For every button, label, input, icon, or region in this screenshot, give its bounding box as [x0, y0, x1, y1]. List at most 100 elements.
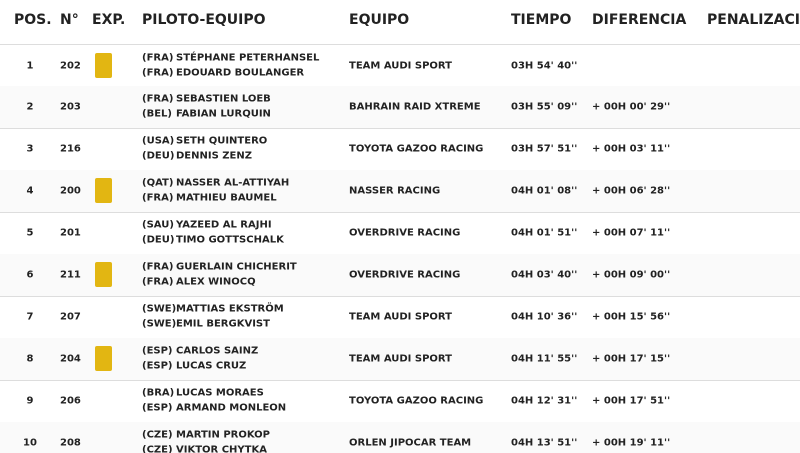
position: 1 — [26, 60, 34, 72]
driver-country: (FRA) — [142, 52, 174, 64]
position: 5 — [26, 227, 34, 239]
position: 6 — [26, 269, 34, 281]
driver-country: (ESP) — [142, 360, 173, 372]
header-diff: DIFERENCIA — [592, 12, 687, 28]
difference: + 00H 17' 51'' — [592, 395, 671, 407]
car-number: 206 — [60, 395, 81, 407]
driver-country: (ESP) — [142, 345, 173, 357]
difference: + 00H 09' 00'' — [592, 269, 671, 281]
driver-name: GUERLAIN CHICHERIT — [176, 261, 297, 273]
driver-name: LUCAS CRUZ — [176, 360, 247, 372]
driver-country: (FRA) — [142, 192, 174, 204]
result-row: 2 203 (FRA) SEBASTIEN LOEB (BEL) FABIAN LURQU… — [0, 86, 800, 129]
driver-name: VIKTOR CHYTKA — [176, 444, 267, 453]
car-number: 200 — [60, 185, 81, 197]
difference: + 00H 00' 29'' — [592, 101, 671, 113]
team: NASSER RACING — [349, 185, 441, 197]
team: TEAM AUDI SPORT — [349, 353, 452, 365]
header-pos: POS. — [14, 12, 52, 28]
driver-name: STÉPHANE PETERHANSEL — [176, 52, 320, 64]
driver-country: (FRA) — [142, 67, 174, 79]
header-exp: EXP. — [92, 12, 126, 28]
time: 03H 57' 51'' — [511, 143, 578, 155]
position: 9 — [26, 395, 34, 407]
driver-country: (USA) — [142, 135, 175, 147]
header-driver: PILOTO-EQUIPO — [142, 12, 266, 28]
driver-country: (FRA) — [142, 93, 174, 105]
driver-country: (SAU) — [142, 219, 174, 231]
car-number: 207 — [60, 311, 81, 323]
team: OVERDRIVE RACING — [349, 269, 461, 281]
team: TEAM AUDI SPORT — [349, 311, 452, 323]
car-number: 203 — [60, 101, 81, 113]
driver-name: DENNIS ZENZ — [176, 150, 252, 162]
header-penalty: PENALIZACIÓN — [707, 12, 800, 28]
driver-name: LUCAS MORAES — [176, 387, 264, 399]
time: 04H 03' 40'' — [511, 269, 578, 281]
time: 04H 13' 51'' — [511, 437, 578, 449]
result-row: 3 216 (USA) SETH QUINTERO (DEU) DENNIS ZENZ TO… — [0, 128, 800, 171]
team: BAHRAIN RAID XTREME — [349, 101, 481, 113]
driver-country: (SWE) — [142, 318, 177, 330]
driver-country: (BEL) — [142, 108, 172, 120]
driver-name: TIMO GOTTSCHALK — [176, 234, 284, 246]
difference: + 00H 07' 11'' — [592, 227, 671, 239]
difference: + 00H 06' 28'' — [592, 185, 671, 197]
car-number: 204 — [60, 353, 81, 365]
team: ORLEN JIPOCAR TEAM — [349, 437, 472, 449]
driver-name: ALEX WINOCQ — [176, 276, 256, 288]
position: 3 — [26, 143, 34, 155]
result-row: 1 202 (FRA) STÉPHANE PETERHANSEL (FRA) EDOUAR… — [0, 44, 800, 88]
position: 2 — [26, 101, 34, 113]
difference: + 00H 15' 56'' — [592, 311, 671, 323]
time: 03H 55' 09'' — [511, 101, 578, 113]
experience-badge — [95, 53, 112, 78]
difference: + 00H 17' 15'' — [592, 353, 671, 365]
position: 10 — [23, 437, 37, 449]
result-row: 5 201 (SAU) YAZEED AL RAJHI (DEU) TIMO GOTTSC… — [0, 212, 800, 255]
header-team: EQUIPO — [349, 12, 410, 28]
driver-name: SEBASTIEN LOEB — [176, 93, 271, 105]
result-row: 6 211 (FRA) GUERLAIN CHICHERIT (FRA) ALEX WIN… — [0, 254, 800, 297]
time: 04H 12' 31'' — [511, 395, 578, 407]
car-number: 208 — [60, 437, 81, 449]
driver-country: (FRA) — [142, 261, 174, 273]
driver-name: NASSER AL-ATTIYAH — [176, 177, 290, 189]
driver-name: EDOUARD BOULANGER — [176, 67, 305, 79]
driver-country: (CZE) — [142, 429, 173, 441]
time: 04H 11' 55'' — [511, 353, 578, 365]
driver-country: (FRA) — [142, 276, 174, 288]
driver-name: CARLOS SAINZ — [176, 345, 259, 357]
car-number: 211 — [60, 269, 81, 281]
position: 4 — [26, 185, 34, 197]
driver-country: (CZE) — [142, 444, 173, 453]
driver-country: (DEU) — [142, 234, 175, 246]
driver-name: YAZEED AL RAJHI — [176, 219, 272, 231]
driver-country: (ESP) — [142, 402, 173, 414]
experience-badge — [95, 178, 112, 203]
result-row: 10 208 (CZE) MARTIN PROKOP (CZE) VIKTOR CHYTK… — [0, 422, 800, 453]
experience-badge — [95, 346, 112, 371]
result-row: 8 204 (ESP) CARLOS SAINZ (ESP) LUCAS CRUZ TEAM… — [0, 338, 800, 381]
header-time: TIEMPO — [511, 12, 572, 28]
result-row: 4 200 (QAT) NASSER AL-ATTIYAH (FRA) MATHIEU B… — [0, 170, 800, 213]
position: 7 — [26, 311, 34, 323]
team: TEAM AUDI SPORT — [349, 60, 452, 72]
time: 03H 54' 40'' — [511, 60, 578, 72]
driver-country: (BRA) — [142, 387, 175, 399]
car-number: 201 — [60, 227, 81, 239]
result-row: 9 206 (BRA) LUCAS MORAES (ESP) ARMAND MONLEON… — [0, 380, 800, 423]
experience-badge — [95, 262, 112, 287]
difference: + 00H 19' 11'' — [592, 437, 671, 449]
team: TOYOTA GAZOO RACING — [349, 143, 484, 155]
driver-name: MATTIAS EKSTRÖM — [176, 303, 284, 315]
time: 04H 10' 36'' — [511, 311, 578, 323]
car-number: 216 — [60, 143, 81, 155]
position: 8 — [26, 353, 34, 365]
driver-name: MARTIN PROKOP — [176, 429, 270, 441]
driver-country: (DEU) — [142, 150, 175, 162]
header-num: N° — [60, 12, 79, 28]
driver-name: SETH QUINTERO — [176, 135, 268, 147]
time: 04H 01' 08'' — [511, 185, 578, 197]
